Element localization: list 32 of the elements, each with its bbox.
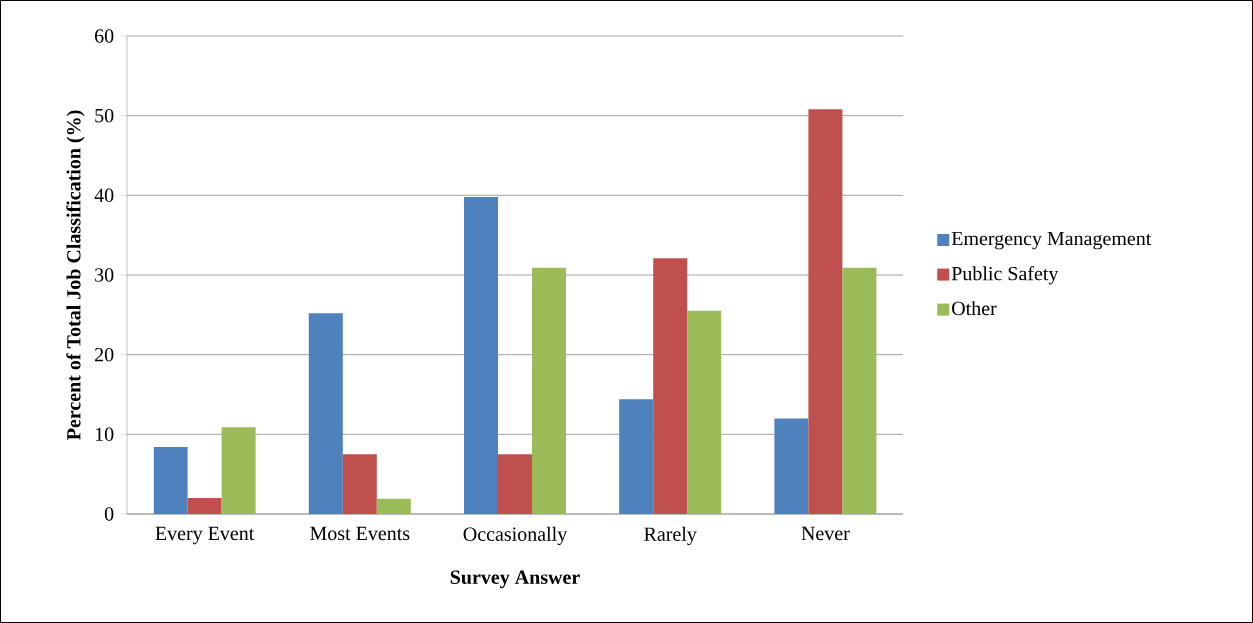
bar [532, 267, 566, 514]
x-tick-label: Occasionally [463, 526, 568, 546]
y-tick-label: 10 [95, 427, 114, 442]
bar [308, 313, 343, 514]
x-tick-label: Most Events [310, 526, 410, 541]
y-tick-label: 40 [94, 188, 114, 203]
x-axis-title: Survey Answer [450, 570, 580, 589]
bar [808, 109, 843, 514]
bar [619, 399, 654, 514]
bar [774, 418, 809, 514]
bar [342, 454, 377, 514]
bar [376, 498, 411, 514]
legend-label: Public Safety [951, 266, 1059, 285]
bar [187, 498, 222, 514]
y-tick-label: 60 [95, 29, 114, 43]
y-tick-label: 50 [95, 108, 114, 123]
bar [498, 454, 532, 514]
y-tick-label: 20 [95, 347, 114, 362]
legend-label: Other [952, 301, 997, 316]
bar [153, 447, 188, 514]
bar [221, 427, 256, 514]
bar [464, 196, 498, 514]
y-axis-title: Percent of Total Job Classification (%) [66, 110, 85, 440]
bar [653, 258, 688, 514]
legend-label: Emergency Management [951, 231, 1152, 250]
y-tick-label: 0 [104, 507, 114, 521]
x-tick-label: Rarely [644, 526, 697, 546]
x-tick-label: Every Event [155, 526, 255, 545]
bar [842, 267, 877, 514]
bar [687, 310, 722, 514]
x-tick-label: Never [801, 526, 850, 541]
y-tick-label: 30 [95, 268, 114, 282]
